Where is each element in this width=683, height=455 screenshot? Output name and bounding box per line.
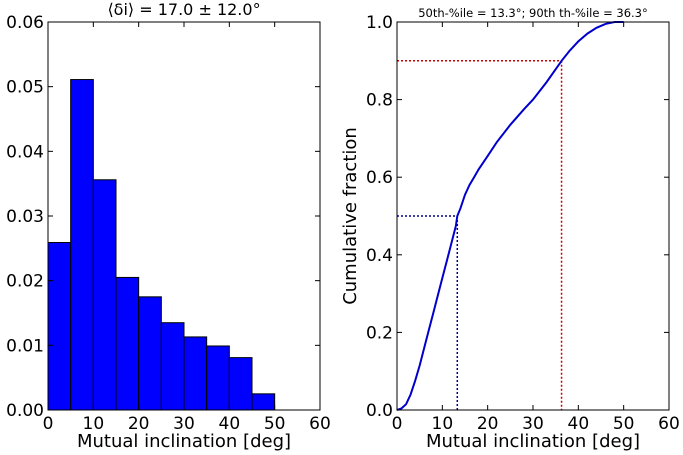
histogram-y-tick-label: 0.05 xyxy=(6,78,44,98)
histogram-bar xyxy=(206,345,230,411)
histogram-bar xyxy=(138,296,162,411)
cdf-x-tick-label: 60 xyxy=(658,414,680,434)
histogram-bar xyxy=(251,393,276,411)
histogram-panel: 0 10 20 30 40 50 60 0.000.010.020.030.040.050.… xyxy=(6,0,331,452)
histogram-bar xyxy=(183,336,208,411)
histogram-x-tick-label: 20 xyxy=(128,414,150,434)
cdf-line xyxy=(396,21,624,411)
histogram-bar xyxy=(92,179,117,411)
cdf-y-tick-label: 0.4 xyxy=(366,246,393,266)
cdf-x-tick-label: 50 xyxy=(613,414,635,434)
histogram-x-tick-label: 0 xyxy=(43,414,54,434)
histogram-x-tick-label: 10 xyxy=(83,414,105,434)
histogram-bars xyxy=(47,79,276,411)
histogram-bar xyxy=(160,322,185,411)
cdf-panel: 0 10 20 30 40 50 60 0.0 0.2 0.4 0.6 0.8 1.0 50th-%i… xyxy=(340,6,680,452)
cdf-y-tick-label: 0.6 xyxy=(366,168,393,188)
histogram-x-axis-label: Mutual inclination [deg] xyxy=(77,431,291,452)
histogram-y-tick-label: 0.03 xyxy=(6,207,44,227)
cdf-y-tick-label: 1.0 xyxy=(366,13,393,33)
histogram-y-tick-label: 0.06 xyxy=(6,13,44,33)
histogram-y-tick-label: 0.01 xyxy=(6,336,44,356)
cdf-title: 50th-%ile = 13.3°; 90th th-%ile = 36.3° xyxy=(418,6,648,20)
cdf-x-tick-label: 10 xyxy=(432,414,454,434)
cdf-x-tick-label: 20 xyxy=(477,414,499,434)
cdf-y-axis-label: Cumulative fraction xyxy=(340,127,361,305)
cdf-y-tick-label: 0.0 xyxy=(366,401,393,421)
cdf-y-tick-label: 0.8 xyxy=(366,91,393,111)
cdf-x-ticks: 0 10 20 30 40 50 60 xyxy=(392,22,680,434)
histogram-title: ⟨δi⟩ = 17.0 ± 12.0° xyxy=(107,0,260,19)
cdf-y-tick-label: 0.2 xyxy=(366,323,393,343)
histogram-bar xyxy=(70,79,94,411)
cdf-x-axis-label: Mutual inclination [deg] xyxy=(426,431,640,452)
histogram-x-tick-label: 30 xyxy=(173,414,195,434)
histogram-y-tick-label: 0.04 xyxy=(6,142,44,162)
histogram-y-tick-label: 0.02 xyxy=(6,272,44,292)
histogram-x-ticks: 0 10 20 30 40 50 60 xyxy=(43,22,331,434)
histogram-bar xyxy=(47,242,72,411)
histogram-bar xyxy=(228,357,253,411)
cdf-percentile-markers xyxy=(397,60,563,410)
histogram-y-tick-label: 0.00 xyxy=(6,401,44,421)
cdf-x-tick-label: 0 xyxy=(392,414,403,434)
histogram-bar xyxy=(115,276,140,411)
histogram-x-tick-label: 40 xyxy=(219,414,241,434)
histogram-y-ticks: 0.00 0.01 0.02 0.03 0.04 0.05 0.06 xyxy=(6,13,320,421)
histogram-x-tick-label: 50 xyxy=(264,414,286,434)
histogram-x-tick-label: 60 xyxy=(309,414,331,434)
cdf-x-tick-label: 40 xyxy=(568,414,590,434)
cdf-y-ticks: 0.0 0.2 0.4 0.6 0.8 1.0 xyxy=(366,13,669,421)
cdf-x-tick-label: 30 xyxy=(522,414,544,434)
